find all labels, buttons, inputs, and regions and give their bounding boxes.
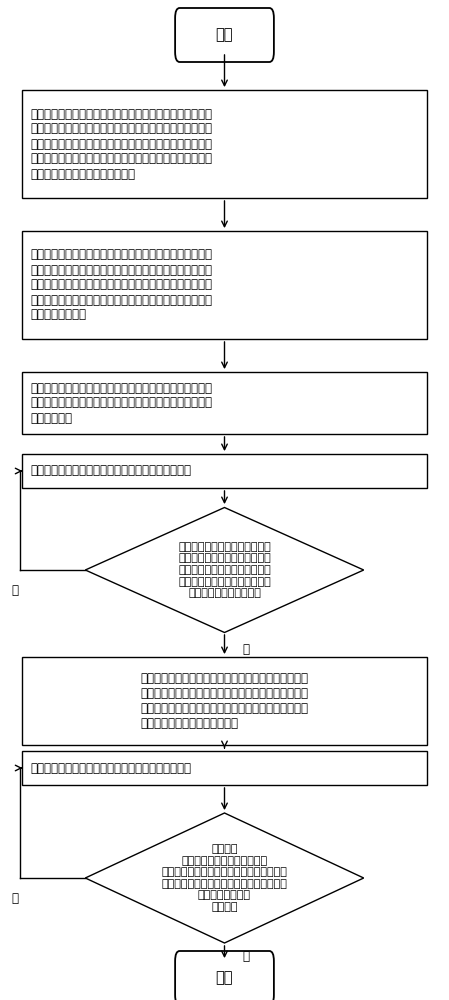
Text: 根据共轭梯度法更新弥散介质光学参数场的分布值；: 根据共轭梯度法更新弥散介质光学参数场的分布值； [31,464,192,478]
Polygon shape [85,813,364,943]
Polygon shape [85,508,364,633]
Text: 是: 是 [242,643,250,656]
Text: 根据共轭梯度法更新弥散介质光学参数场的分布值；: 根据共轭梯度法更新弥散介质光学参数场的分布值； [31,762,192,774]
Text: 否: 否 [11,892,18,904]
Bar [22,454,427,488]
Text: 将当前迭代得到的调频激光入射时的重建结果，作为脉
冲激光入射时的光学参数场的初值，根据时域辐射传输
方程计算得到介质边界的透反射辐射强度信号，与步骤
二中的测量: 将当前迭代得到的调频激光入射时的重建结果，作为脉 冲激光入射时的光学参数场的初值… [141,672,308,730]
Text: 否: 否 [11,584,18,596]
Text: 根据当前
迭代得到的光学参数分布，计
算脉冲激光入射时边界的辐射强度信号，得
到目标函数，判断当前迭代的目标函数是否
小于给定的目标函
数阈值；: 根据当前 迭代得到的光学参数分布，计 算脉冲激光入射时边界的辐射强度信号，得 到… [162,844,287,912]
FancyBboxPatch shape [175,8,274,62]
Text: 开启激光控制器，使激光头发射出的调频激光分别入射介质
的四个边界，激光头每发射一次激光则利用微透镜阵列光场
相机采集一次介质边界的辐射场信号，数据采集处理系统分: 开启激光控制器，使激光头发射出的调频激光分别入射介质 的四个边界，激光头每发射一… [31,107,212,180]
Text: 是: 是 [242,950,250,964]
Text: 设置弥散介质的光学参数场，根据频域辐射传输方程计算得
到介质边界的透反射辐射强度信号与步骤一中的测量信号构
成目标函数；: 设置弥散介质的光学参数场，根据频域辐射传输方程计算得 到介质边界的透反射辐射强度… [31,381,212,424]
Text: 开始: 开始 [216,27,233,42]
Bar [22,751,427,785]
Text: 结束: 结束 [216,970,233,986]
Bar [22,657,427,745]
Bar [22,90,427,198]
Bar [22,231,427,339]
Bar [22,372,427,434]
Text: 利用激光头发射出的脉冲激光分别入射介质的四个边界，激
光头每发射一次激光则利用微透镜阵列光场相机采集一次介
质边界的辐射场信号，数据采集处理系统分别对获得的辐射: 利用激光头发射出的脉冲激光分别入射介质的四个边界，激 光头每发射一次激光则利用微… [31,248,212,322]
Text: 根据当前迭代得到的光学参数分
布，计算调频激光入射时边界的
辐射强度信号，得到目标函数，
判断当前迭代的目标函数是否小
于给定的目标函数阈值；: 根据当前迭代得到的光学参数分 布，计算调频激光入射时边界的 辐射强度信号，得到目… [178,542,271,598]
FancyBboxPatch shape [175,951,274,1000]
